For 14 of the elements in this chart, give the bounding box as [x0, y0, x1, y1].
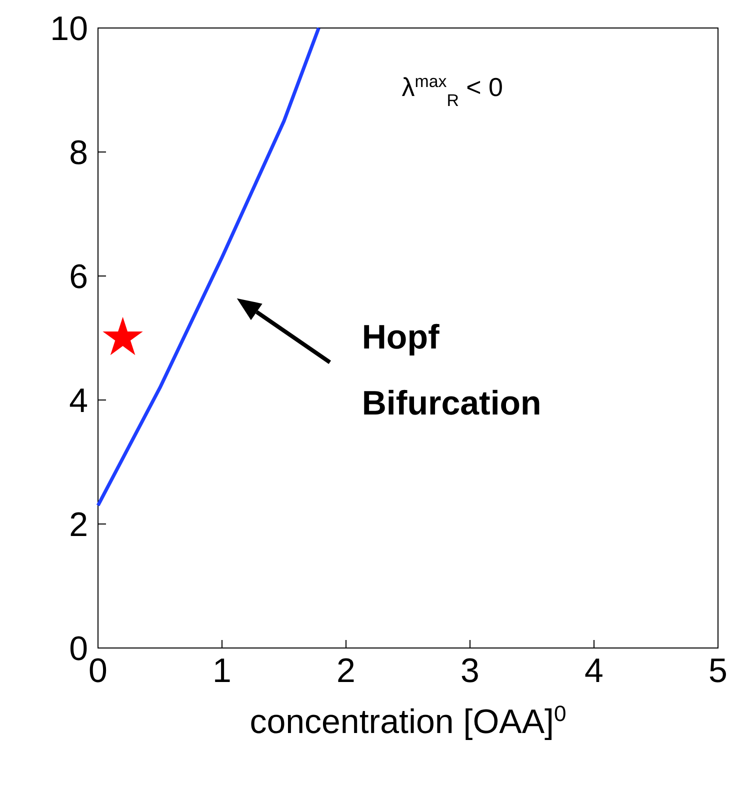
y-tick-label: 8: [69, 134, 88, 172]
x-tick-label: 5: [708, 652, 728, 690]
annotation: Hopf Bifurcation: [362, 318, 542, 422]
x-tick-label: 3: [460, 652, 480, 690]
x-tick-label: 4: [584, 652, 604, 690]
x-tick-label: 2: [336, 652, 356, 690]
y-tick-label: 10: [50, 10, 88, 48]
x-tick-label: 1: [212, 652, 232, 690]
annotation: λ$^{max}$$_{R}$ < 0: [402, 72, 504, 110]
x-axis-title: concentration [OAA]$^{0}$: [250, 700, 566, 741]
line-series: [96, 26, 320, 508]
y-tick-label: 4: [69, 382, 88, 420]
y-tick-label: 6: [69, 258, 88, 296]
y-tick-label: 2: [69, 506, 88, 544]
